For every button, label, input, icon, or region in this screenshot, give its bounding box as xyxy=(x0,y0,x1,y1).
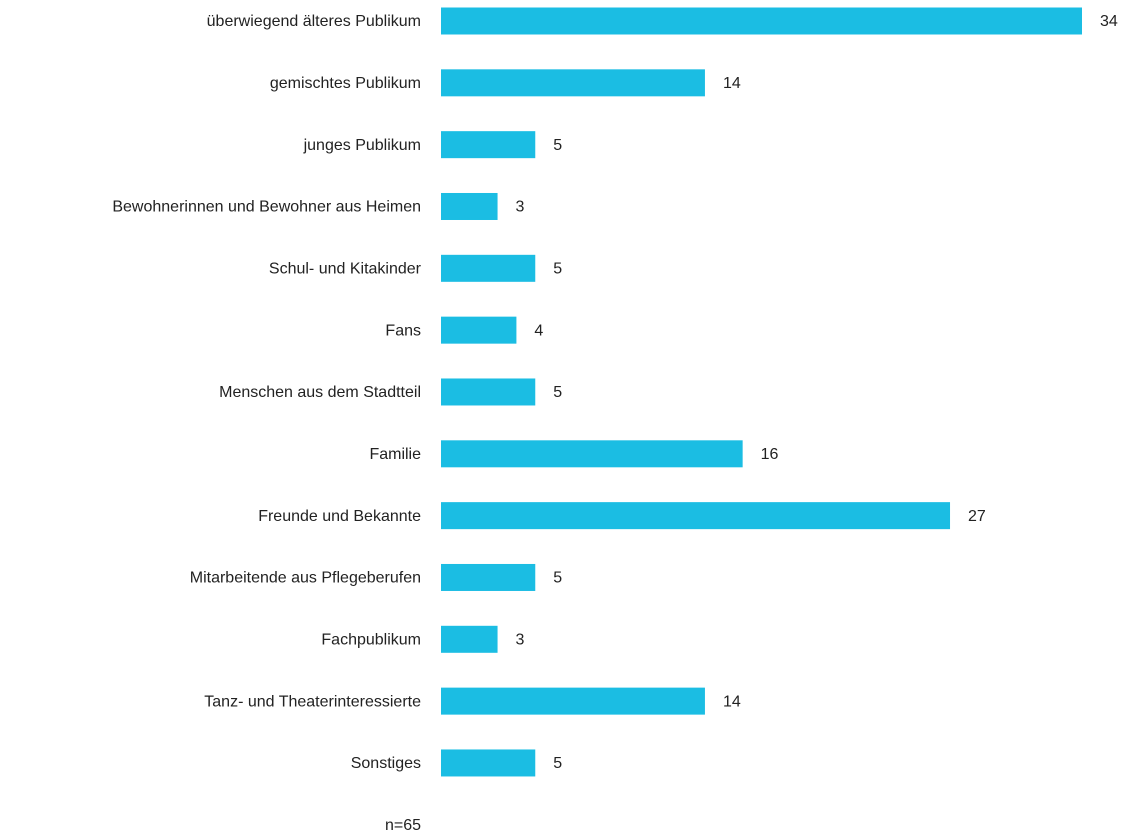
bar xyxy=(441,69,705,97)
value-label: 14 xyxy=(723,75,741,92)
category-label: Sonstiges xyxy=(351,755,421,772)
value-label: 16 xyxy=(761,446,779,463)
value-label: 5 xyxy=(553,570,562,587)
bar xyxy=(441,192,498,220)
category-label: Fachpublikum xyxy=(321,632,421,649)
value-label: 34 xyxy=(1100,13,1118,30)
category-label: Bewohnerinnen und Bewohner aus Heimen xyxy=(112,199,421,216)
category-label: Familie xyxy=(369,446,421,463)
category-label: Schul- und Kitakinder xyxy=(269,261,422,278)
category-label: überwiegend älteres Publikum xyxy=(207,13,421,30)
category-label: junges Publikum xyxy=(303,137,421,154)
bar xyxy=(441,502,951,530)
category-label: Mitarbeitende aus Pflegeberufen xyxy=(190,570,421,587)
value-label: 27 xyxy=(968,508,986,525)
bar xyxy=(441,625,498,653)
value-label: 5 xyxy=(553,384,562,401)
bar xyxy=(441,316,517,344)
value-label: 3 xyxy=(516,632,525,649)
bar xyxy=(441,440,743,468)
bar xyxy=(441,563,536,591)
category-label: Fans xyxy=(385,322,421,339)
value-label: 5 xyxy=(553,137,562,154)
category-label: Tanz- und Theaterinteressierte xyxy=(204,693,421,710)
value-label: 3 xyxy=(516,199,525,216)
bar xyxy=(441,131,536,159)
category-label: Menschen aus dem Stadtteil xyxy=(219,384,421,401)
sample-size-note: n=65 xyxy=(385,817,421,834)
bar xyxy=(441,254,536,282)
bar xyxy=(441,378,536,406)
category-label: Freunde und Bekannte xyxy=(258,508,421,525)
bar xyxy=(441,7,1082,35)
value-label: 14 xyxy=(723,693,741,710)
value-label: 5 xyxy=(553,261,562,278)
value-label: 4 xyxy=(534,322,543,339)
category-label: gemischtes Publikum xyxy=(270,75,421,92)
bar xyxy=(441,687,705,715)
bar xyxy=(441,749,536,777)
value-label: 5 xyxy=(553,755,562,772)
